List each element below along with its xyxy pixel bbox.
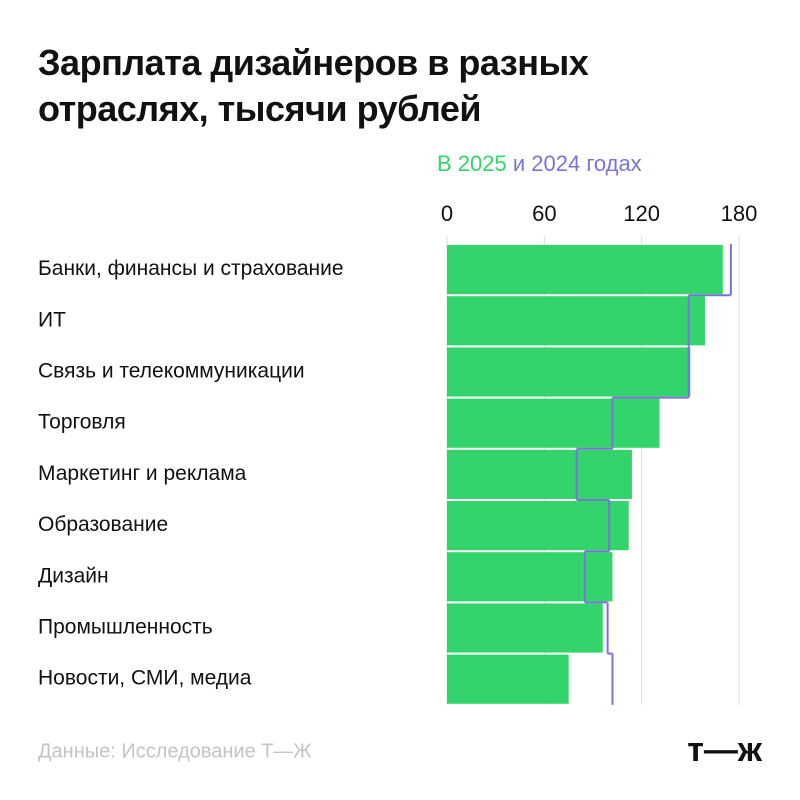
bar: [447, 501, 629, 551]
bar: [447, 449, 632, 499]
legend-entry: и 2024 годах: [513, 151, 642, 176]
bar: [447, 603, 603, 653]
category-label: Промышленность: [38, 616, 213, 639]
x-tick-label: 0: [441, 201, 453, 226]
bar: [447, 245, 723, 295]
bar: [447, 347, 691, 397]
bar: [447, 296, 705, 346]
x-tick-label: 60: [532, 201, 556, 226]
category-label: Маркетинг и реклама: [38, 462, 247, 485]
bar: [447, 654, 569, 704]
chart-title: Зарплата дизайнеров в разных отраслях, т…: [38, 42, 589, 129]
category-label: Новости, СМИ, медиа: [38, 667, 252, 690]
category-label: Образование: [38, 513, 168, 536]
bar: [447, 398, 660, 448]
logo: т—ж: [687, 731, 763, 769]
category-label: Банки, финансы и страхование: [38, 257, 344, 280]
category-label: ИТ: [38, 308, 66, 331]
category-label: Дизайн: [38, 564, 109, 587]
x-tick-label: 180: [721, 201, 758, 226]
category-label: Торговля: [38, 411, 126, 434]
legend-entry: В 2025: [437, 151, 507, 176]
category-label: Связь и телекоммуникации: [38, 360, 305, 383]
bar: [447, 552, 613, 602]
x-tick-label: 120: [623, 201, 660, 226]
source: Данные: Исследование Т—Ж: [38, 740, 312, 762]
legend: В 2025 и 2024 годах: [437, 151, 642, 176]
